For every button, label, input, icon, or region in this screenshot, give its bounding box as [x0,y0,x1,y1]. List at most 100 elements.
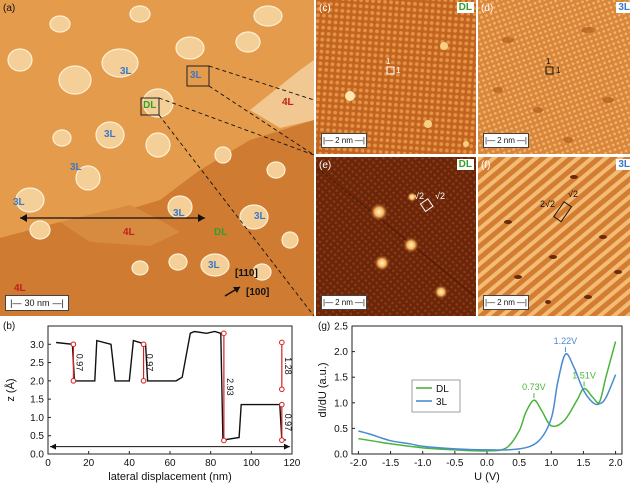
panel-c-image [316,0,476,154]
chart-g: -2.0 -1.5 -1.0 -0.5 0.0 0.5 1.0 1.5 2.0 0.0 0.5 1.0… [317,322,623,484]
step-height-label: 0.97 [145,354,155,372]
x-tick-label: 120 [284,458,301,469]
x-tick-label: 20 [83,458,95,469]
region-label-3l: 3L [13,197,25,208]
step-height-label: 2.93 [225,378,235,396]
panel-c-tag: DL [456,2,474,13]
legend-entry: 3L [436,397,448,408]
x-tick-label: 1.0 [544,458,558,469]
direction-110: [110] [235,268,258,279]
x-axis-label: lateral displacement (nm) [108,471,232,483]
region-label-dl: DL [143,100,157,111]
step-height-label: 0.97 [283,414,293,432]
x-tick-label: -1.5 [382,458,400,469]
y-tick-label: 1.0 [30,413,44,424]
y-tick-label: 2.5 [334,322,348,333]
region-label-dl: DL [214,227,228,238]
step-height-label: 1.28 [283,357,293,375]
panel-a: (a) 3L 3L 4L DL 3L 3L 3L 3L 4L DL 3L 3L … [0,0,314,316]
y-tick-label: 0.5 [334,424,348,435]
panel-f-letter: (f) [481,160,491,171]
region-label-3l: 3L [70,162,82,173]
x-tick-label: 100 [243,458,260,469]
panel-d-image [478,0,630,154]
legend-box [411,379,461,413]
panel-f-image [478,157,630,316]
region-label-3l: 3L [104,129,116,140]
cell-label: 2√2 [540,199,555,209]
direction-100: [100] [246,287,270,298]
step-marker-dot [279,401,285,408]
cell-label: 1 [386,57,391,66]
step-marker-dot [221,437,227,444]
x-tick-label: -2.0 [350,458,368,469]
region-label-3l: 3L [254,211,266,222]
x-axis-label: U (V) [474,471,500,483]
step-marker-dot [70,378,77,384]
step-marker-dot [279,386,285,393]
step-marker-dot [70,341,77,348]
cell-label: √2 [435,191,445,201]
step-marker-dot [140,378,147,384]
scalebar-d-label: 2 nm [497,136,515,145]
x-tick-label: 0 [45,458,51,469]
region-label-3l: 3L [190,70,202,81]
scalebar-c-label: 2 nm [335,136,353,145]
panel-e-image [316,157,476,316]
y-tick-label: 2.0 [30,376,44,387]
step-marker-dot [279,437,285,443]
y-tick-label: 0.0 [334,450,348,461]
step-marker-dot [221,330,227,337]
panel-b-letter: (b) [3,321,16,332]
y-axis-label: dI/dU (a.u.) [317,362,329,417]
x-tick-label: 0.5 [512,458,526,469]
peak-label: 1.22V [554,336,578,346]
x-tick-label: 1.5 [576,458,590,469]
panel-d-letter: (d) [481,3,494,14]
scalebar-f-label: 2 nm [497,298,515,307]
cell-label: √2 [414,191,424,201]
y-tick-label: 1.5 [334,373,348,384]
region-label-4l: 4L [14,283,26,294]
region-label-4l: 4L [123,227,135,238]
scalebar-c: |— 2 nm —| [321,133,367,148]
panel-c: (c) DL 1 1 |— 2 nm —| [316,0,476,154]
region-label-3l: 3L [173,208,185,219]
x-tick-label: 80 [205,458,217,469]
scalebar-e-label: 2 nm [335,298,353,307]
region-label-3l: 3L [208,260,220,271]
step-marker-dot [140,341,147,348]
cell-label: √2 [568,189,578,199]
panel-d: (d) 3L 1 1 |— 2 nm —| [478,0,630,154]
panel-e: (e) DL √2 √2 |— 2 nm —| [316,157,476,316]
panel-d-tag: 3L [616,2,630,13]
cell-label: 1 [556,66,561,75]
panel-g-letter: (g) [318,321,331,332]
panel-c-letter: (c) [319,3,331,14]
y-tick-label: 1.0 [334,398,348,409]
region-label-3l: 3L [120,66,132,77]
scalebar-a-label: 30 nm [24,298,50,308]
panel-a-image [0,0,314,316]
y-axis-label: z (Å) [4,378,17,401]
panel-g: -2.0 -1.5 -1.0 -0.5 0.0 0.5 1.0 1.5 2.0 0.0 0.5 1.0… [316,318,630,492]
x-tick-label: 2.0 [609,458,623,469]
panel-e-letter: (e) [319,160,332,171]
x-tick-label: 60 [164,458,176,469]
series-line-dl [358,341,617,452]
y-tick-label: 0.0 [30,450,44,461]
step-height-label: 0.97 [74,354,84,372]
profile-series-line [56,330,287,443]
y-tick-label: 2.0 [334,347,348,358]
x-tick-label: -1.0 [414,458,432,469]
x-tick-label: 40 [124,458,136,469]
legend-entry: DL [436,384,449,395]
scalebar-d: |— 2 nm —| [483,133,529,148]
x-tick-label: 0.0 [480,458,494,469]
arrow-head-left [50,443,57,450]
series-line-3l [358,353,617,451]
scalebar-e: |— 2 nm —| [321,295,367,310]
chart-b: 0 20 40 60 80 100 120 0.0 0.5 1.0 1.5 2.0 2.5 3.0 late… [4,325,301,483]
panel-f-tag: 3L [616,159,630,170]
y-tick-label: 3.0 [30,340,44,351]
